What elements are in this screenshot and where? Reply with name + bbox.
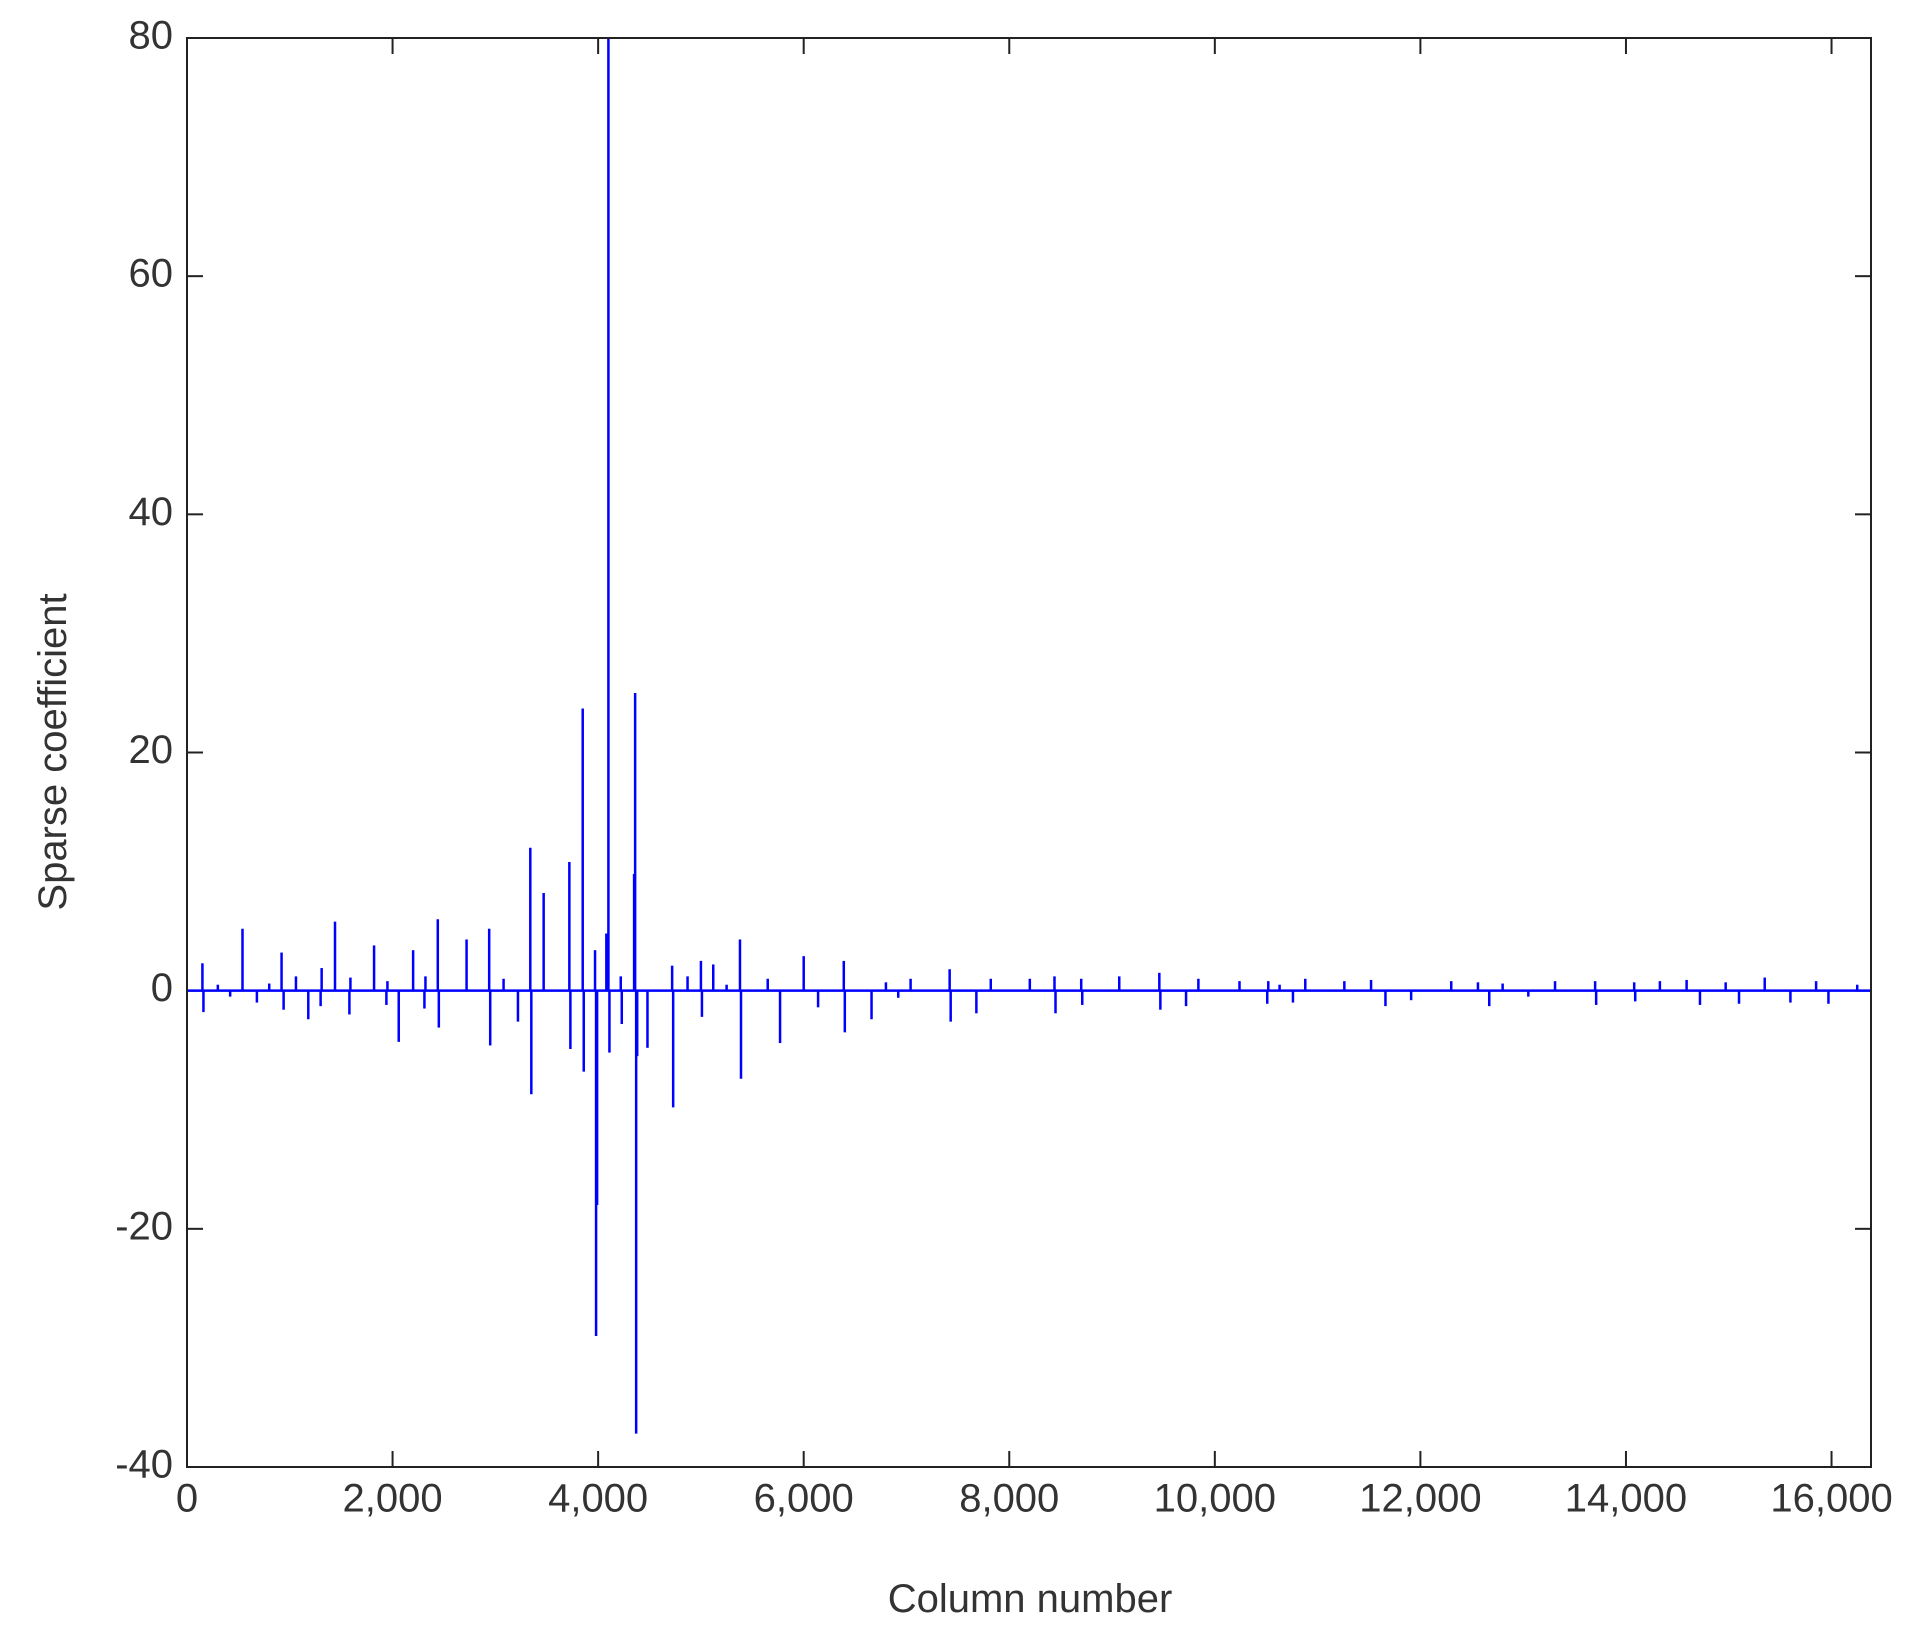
- x-tick-label: 8,000: [959, 1477, 1059, 1521]
- x-tick-label: 12,000: [1359, 1477, 1481, 1521]
- x-tick-label: 6,000: [754, 1477, 854, 1521]
- y-tick-label: 80: [129, 14, 174, 58]
- y-axis-label: Sparse coefficient: [31, 593, 75, 910]
- x-tick-label: 2,000: [343, 1477, 443, 1521]
- y-tick-label: 20: [129, 728, 174, 772]
- y-tick-label: 40: [129, 490, 174, 534]
- y-tick-label: 0: [151, 966, 173, 1010]
- y-tick-label: 60: [129, 252, 174, 296]
- x-axis-label: Column number: [888, 1577, 1173, 1621]
- x-tick-label: 4,000: [548, 1477, 648, 1521]
- y-tick-label: -40: [115, 1443, 173, 1487]
- x-tick-label: 16,000: [1770, 1477, 1892, 1521]
- y-tick-label: -20: [115, 1204, 173, 1248]
- plot-frame: [186, 37, 1872, 1468]
- x-tick-label: 10,000: [1154, 1477, 1276, 1521]
- x-tick-label: 14,000: [1565, 1477, 1687, 1521]
- x-tick-label: 0: [176, 1477, 198, 1521]
